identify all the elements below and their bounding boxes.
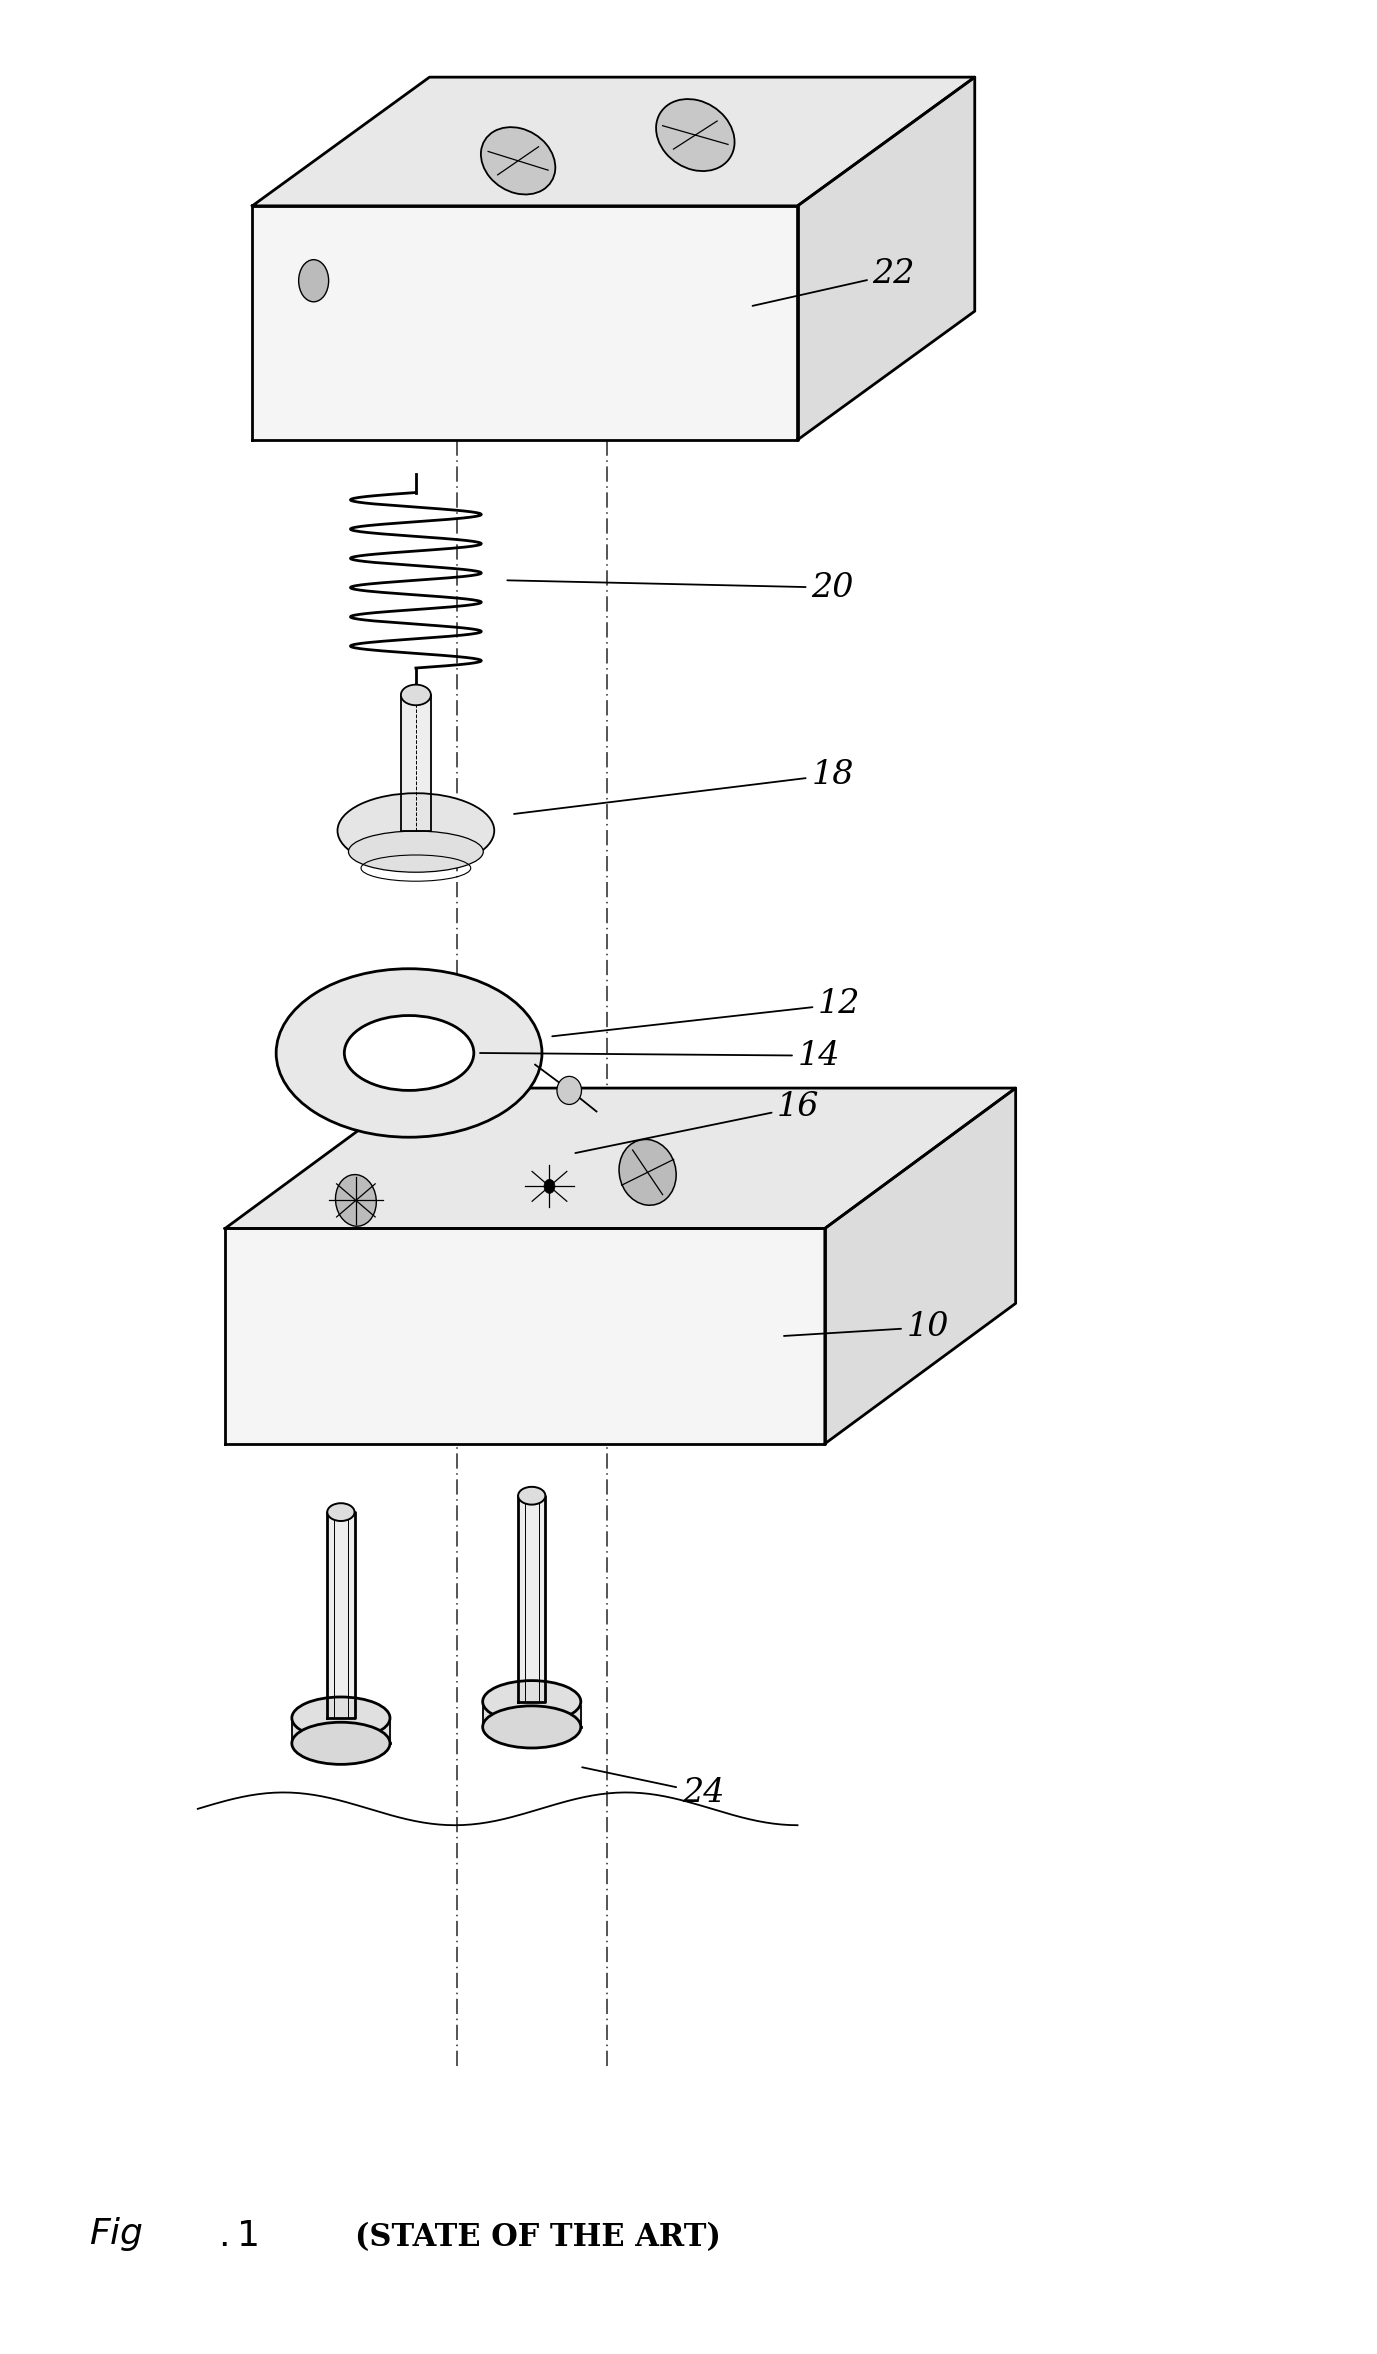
- Ellipse shape: [328, 1504, 354, 1521]
- Text: (STATE OF THE ART): (STATE OF THE ART): [354, 2222, 720, 2253]
- Ellipse shape: [299, 259, 329, 301]
- Ellipse shape: [556, 1076, 581, 1104]
- Ellipse shape: [483, 1681, 581, 1723]
- Text: 18: 18: [514, 758, 854, 814]
- Polygon shape: [224, 1229, 825, 1443]
- Polygon shape: [797, 78, 975, 440]
- Text: 24: 24: [582, 1768, 724, 1808]
- Ellipse shape: [292, 1723, 390, 1766]
- Text: 14: 14: [481, 1040, 840, 1071]
- Text: 12: 12: [552, 989, 861, 1036]
- Ellipse shape: [481, 127, 555, 195]
- Ellipse shape: [544, 1179, 555, 1193]
- Ellipse shape: [348, 831, 483, 873]
- Text: $\it{Fig}$: $\it{Fig}$: [88, 2215, 143, 2253]
- Polygon shape: [483, 1702, 581, 1728]
- Text: 22: 22: [753, 259, 916, 306]
- Polygon shape: [292, 1718, 390, 1744]
- Polygon shape: [401, 694, 431, 831]
- Ellipse shape: [344, 1015, 474, 1090]
- Text: 10: 10: [784, 1311, 949, 1344]
- Text: 16: 16: [576, 1092, 819, 1153]
- Text: $\it{. 1}$: $\it{. 1}$: [218, 2220, 259, 2253]
- Polygon shape: [825, 1088, 1016, 1443]
- Polygon shape: [252, 78, 975, 205]
- Polygon shape: [224, 1088, 1016, 1229]
- Polygon shape: [518, 1495, 545, 1702]
- Ellipse shape: [655, 99, 734, 172]
- Ellipse shape: [518, 1488, 545, 1504]
- Ellipse shape: [292, 1697, 390, 1740]
- Ellipse shape: [277, 970, 543, 1137]
- Polygon shape: [328, 1511, 354, 1718]
- Ellipse shape: [620, 1139, 676, 1205]
- Ellipse shape: [483, 1707, 581, 1749]
- Text: 20: 20: [507, 572, 854, 603]
- Ellipse shape: [337, 793, 494, 869]
- Ellipse shape: [401, 685, 431, 706]
- Ellipse shape: [336, 1175, 376, 1226]
- Polygon shape: [252, 205, 797, 440]
